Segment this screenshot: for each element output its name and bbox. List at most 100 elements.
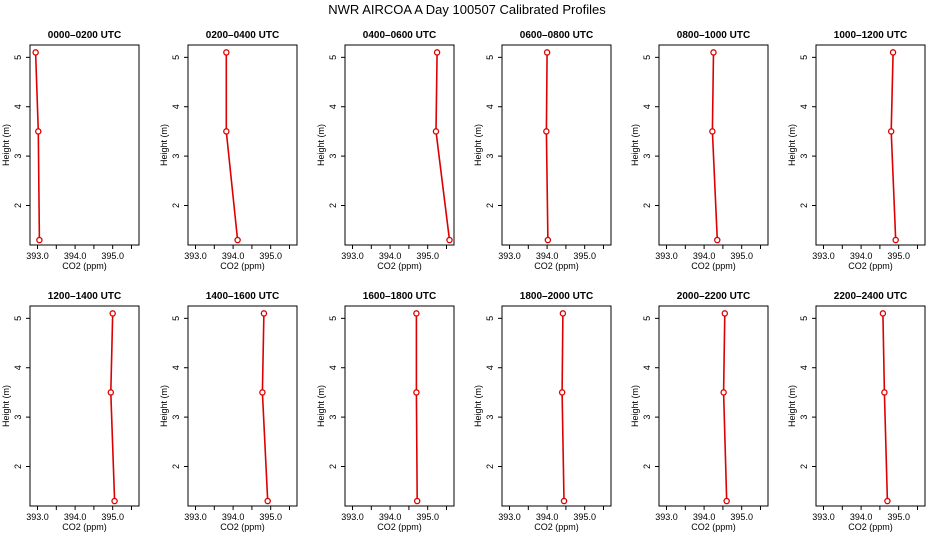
y-tick-label: 5 bbox=[13, 55, 23, 60]
y-tick-label: 4 bbox=[13, 365, 23, 370]
x-tick-label: 393.0 bbox=[655, 251, 678, 261]
y-tick-label: 5 bbox=[485, 316, 495, 321]
y-tick-label: 3 bbox=[328, 415, 338, 420]
plot-frame bbox=[815, 305, 926, 507]
data-point bbox=[889, 49, 897, 56]
data-point bbox=[721, 310, 729, 317]
plot-frame bbox=[658, 44, 769, 246]
profile-line bbox=[711, 52, 719, 241]
x-tick-label: 393.0 bbox=[341, 251, 364, 261]
x-tick-label: 393.0 bbox=[498, 251, 521, 261]
data-point bbox=[413, 497, 421, 505]
data-point bbox=[710, 49, 717, 56]
x-tick-label: 394.0 bbox=[536, 512, 559, 522]
y-tick-label: 2 bbox=[13, 464, 23, 469]
y-tick-label: 3 bbox=[799, 154, 809, 159]
x-tick-label: 394.0 bbox=[222, 251, 245, 261]
y-axis-label: Height (m) bbox=[316, 385, 326, 427]
panel-title: 0200–0400 UTC bbox=[206, 30, 279, 41]
plot-frame bbox=[187, 305, 298, 507]
profile-line bbox=[882, 313, 889, 502]
data-point bbox=[35, 128, 42, 135]
y-tick-label: 4 bbox=[642, 365, 652, 370]
x-axis-label: CO2 (ppm) bbox=[534, 261, 579, 271]
panel-title: 0000–0200 UTC bbox=[48, 30, 121, 41]
x-tick-label: 395.0 bbox=[416, 512, 439, 522]
x-tick-label: 394.0 bbox=[536, 251, 559, 261]
x-axis-label: CO2 (ppm) bbox=[848, 261, 893, 271]
panel-title: 1400–1600 UTC bbox=[206, 291, 279, 302]
y-tick-label: 4 bbox=[799, 365, 809, 370]
profile-line bbox=[225, 52, 239, 241]
chart-title: NWR AIRCOA A Day 100507 Calibrated Profi… bbox=[328, 2, 606, 17]
x-axis-label: CO2 (ppm) bbox=[220, 261, 265, 271]
x-tick-label: 393.0 bbox=[655, 512, 678, 522]
x-tick-label: 394.0 bbox=[693, 251, 716, 261]
y-tick-label: 4 bbox=[485, 365, 495, 370]
x-tick-label: 393.0 bbox=[184, 512, 207, 522]
data-point bbox=[720, 389, 727, 396]
y-tick-label: 4 bbox=[13, 104, 23, 109]
data-point bbox=[260, 310, 268, 317]
data-point bbox=[879, 310, 887, 317]
x-axis-label: CO2 (ppm) bbox=[377, 261, 422, 271]
y-axis-label: Height (m) bbox=[1, 124, 11, 166]
y-tick-label: 4 bbox=[171, 104, 181, 109]
y-tick-label: 5 bbox=[328, 55, 338, 60]
data-point bbox=[723, 497, 730, 505]
profile-line bbox=[561, 313, 565, 502]
x-axis-label: CO2 (ppm) bbox=[62, 261, 107, 271]
y-tick-label: 5 bbox=[799, 55, 809, 60]
data-point bbox=[111, 497, 118, 505]
data-point bbox=[223, 49, 230, 56]
x-tick-label: 394.0 bbox=[693, 512, 716, 522]
data-point bbox=[264, 497, 271, 505]
x-tick-label: 393.0 bbox=[812, 251, 835, 261]
y-tick-label: 3 bbox=[171, 154, 181, 159]
y-tick-label: 4 bbox=[171, 365, 181, 370]
y-tick-label: 3 bbox=[642, 415, 652, 420]
y-axis-label: Height (m) bbox=[316, 124, 326, 166]
data-point bbox=[892, 236, 899, 244]
y-tick-label: 2 bbox=[328, 464, 338, 469]
y-tick-label: 5 bbox=[642, 316, 652, 321]
y-tick-label: 4 bbox=[485, 104, 495, 109]
x-tick-label: 395.0 bbox=[573, 512, 596, 522]
y-tick-label: 2 bbox=[642, 203, 652, 208]
panel-title: 0800–1000 UTC bbox=[677, 30, 750, 41]
y-tick-label: 2 bbox=[799, 464, 809, 469]
x-tick-label: 394.0 bbox=[379, 512, 402, 522]
x-tick-label: 395.0 bbox=[887, 251, 910, 261]
x-tick-label: 393.0 bbox=[26, 512, 49, 522]
profile-line bbox=[415, 313, 418, 502]
y-tick-label: 2 bbox=[642, 464, 652, 469]
y-tick-label: 4 bbox=[799, 104, 809, 109]
plot-frame bbox=[501, 44, 612, 246]
data-point bbox=[560, 497, 568, 505]
data-point bbox=[259, 389, 266, 396]
data-point bbox=[544, 236, 552, 244]
x-tick-label: 393.0 bbox=[498, 512, 521, 522]
y-axis-label: Height (m) bbox=[787, 385, 797, 427]
profile-line bbox=[109, 313, 116, 502]
panel-title: 0600–0800 UTC bbox=[520, 30, 593, 41]
x-tick-label: 395.0 bbox=[730, 251, 753, 261]
x-axis-label: CO2 (ppm) bbox=[848, 522, 893, 532]
plot-frame bbox=[815, 44, 926, 246]
data-point bbox=[234, 236, 241, 244]
x-tick-label: 395.0 bbox=[416, 251, 439, 261]
x-tick-label: 395.0 bbox=[101, 251, 124, 261]
y-tick-label: 5 bbox=[13, 316, 23, 321]
x-tick-label: 394.0 bbox=[379, 251, 402, 261]
plot-frame bbox=[344, 44, 455, 246]
y-axis-label: Height (m) bbox=[473, 124, 483, 166]
y-tick-label: 5 bbox=[799, 316, 809, 321]
data-point bbox=[559, 310, 567, 317]
